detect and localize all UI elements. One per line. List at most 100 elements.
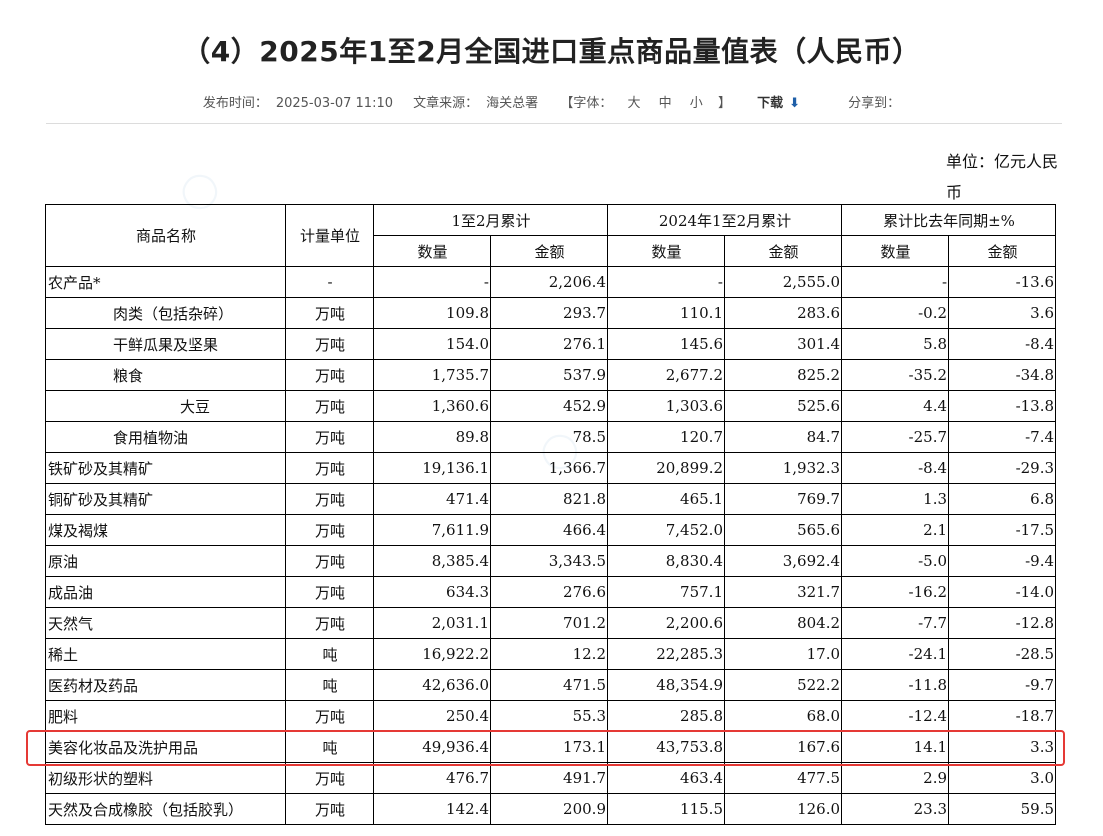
cell-name: 大豆 bbox=[45, 390, 286, 422]
cell-qty-prev: 48,354.9 bbox=[607, 669, 725, 701]
cell-unit: 万吨 bbox=[285, 576, 374, 608]
download-label: 下载 bbox=[757, 96, 784, 111]
cell-amt-change: -13.8 bbox=[948, 390, 1057, 422]
cell-name: 干鲜瓜果及坚果 bbox=[45, 328, 286, 360]
cell-name: 肥料 bbox=[45, 700, 286, 732]
cell-qty-change: -11.8 bbox=[841, 669, 950, 701]
cell-name: 煤及褐煤 bbox=[45, 514, 286, 546]
cell-unit: 吨 bbox=[285, 638, 374, 670]
cell-amt-change: -17.5 bbox=[948, 514, 1057, 546]
header-qty-change: 数量 bbox=[841, 235, 950, 267]
cell-qty-change: -5.0 bbox=[841, 545, 950, 577]
header-unit: 计量单位 bbox=[285, 204, 374, 267]
header-qty-prev: 数量 bbox=[607, 235, 725, 267]
download-icon: ⬇ bbox=[789, 96, 801, 111]
cell-qty-change: -16.2 bbox=[841, 576, 950, 608]
cell-qty-cur: 109.8 bbox=[373, 297, 491, 329]
cell-qty-prev: 2,677.2 bbox=[607, 359, 725, 391]
cell-qty-prev: 20,899.2 bbox=[607, 452, 725, 484]
cell-qty-prev: 463.4 bbox=[607, 762, 725, 794]
cell-unit: 万吨 bbox=[285, 514, 374, 546]
table-row: 肉类（包括杂碎） 万吨 109.8 293.7 110.1 283.6 -0.2 3.6 bbox=[45, 297, 1057, 329]
cell-amt-cur: 491.7 bbox=[490, 762, 608, 794]
cell-qty-prev: - bbox=[607, 266, 725, 298]
cell-qty-prev: 757.1 bbox=[607, 576, 725, 608]
table-row: 干鲜瓜果及坚果 万吨 154.0 276.1 145.6 301.4 5.8 -8.4 bbox=[45, 328, 1057, 360]
cell-amt-prev: 769.7 bbox=[723, 483, 843, 515]
table-row: 初级形状的塑料 万吨 476.7 491.7 463.4 477.5 2.9 3.0 bbox=[45, 762, 1057, 794]
cell-amt-cur: 701.2 bbox=[490, 607, 608, 639]
cell-qty-change: 1.3 bbox=[841, 483, 950, 515]
cell-amt-prev: 68.0 bbox=[723, 700, 843, 732]
cell-amt-cur: 452.9 bbox=[490, 390, 608, 422]
cell-amt-prev: 565.6 bbox=[723, 514, 843, 546]
font-size-open: 【字体： bbox=[560, 96, 613, 111]
cell-amt-change: 3.3 bbox=[948, 731, 1057, 763]
cell-amt-prev: 3,692.4 bbox=[723, 545, 843, 577]
cell-qty-change: 4.4 bbox=[841, 390, 950, 422]
cell-amt-prev: 1,932.3 bbox=[723, 452, 843, 484]
font-size-large-button[interactable]: 大 bbox=[627, 96, 641, 111]
table-body: 农产品* - -2,206.4-2,555.0- -13.6 肉类（包括杂碎） 万吨 109… bbox=[45, 266, 1057, 825]
cell-qty-cur: 49,936.4 bbox=[373, 731, 491, 763]
cell-amt-cur: 55.3 bbox=[490, 700, 608, 732]
cell-amt-prev: 2,555.0 bbox=[723, 266, 843, 298]
unit-label: 单位：亿元人民币 bbox=[946, 152, 1059, 202]
font-size-close: 】 bbox=[717, 96, 731, 111]
cell-name: 美容化妆品及洗护用品 bbox=[45, 731, 286, 763]
table-row: 农产品* - -2,206.4-2,555.0- -13.6 bbox=[45, 266, 1057, 298]
font-size-small-button[interactable]: 小 bbox=[689, 96, 703, 111]
table-row: 天然及合成橡胶（包括胶乳） 万吨 142.4 200.9 115.5 126.0 23.3 5… bbox=[45, 793, 1057, 825]
cell-amt-cur: 293.7 bbox=[490, 297, 608, 329]
cell-unit: 万吨 bbox=[285, 421, 374, 453]
cell-name: 初级形状的塑料 bbox=[45, 762, 286, 794]
cell-qty-prev: 120.7 bbox=[607, 421, 725, 453]
header-change: 累计比去年同期±% bbox=[841, 204, 1057, 236]
table-row: 成品油 万吨 634.3 276.6 757.1 321.7 -16.2 -14.0 bbox=[45, 576, 1057, 608]
table-row: 铜矿砂及其精矿 万吨 471.4 821.8 465.1 769.7 1.3 6.8 bbox=[45, 483, 1057, 515]
cell-name: 农产品* bbox=[45, 266, 286, 298]
cell-qty-cur: 142.4 bbox=[373, 793, 491, 825]
cell-amt-change: -12.8 bbox=[948, 607, 1057, 639]
article-meta: 发布时间： 2025-03-07 11:10 文章来源： 海关总署 【字体： 大 中… bbox=[0, 92, 1103, 111]
cell-name: 粮食 bbox=[45, 359, 286, 391]
cell-qty-cur: 8,385.4 bbox=[373, 545, 491, 577]
cell-amt-prev: 525.6 bbox=[723, 390, 843, 422]
table-row: 稀土吨 16,922.2 12.2 22,285.3 17.0 -24.1 -28.5 bbox=[45, 638, 1057, 670]
cell-amt-cur: 276.6 bbox=[490, 576, 608, 608]
cell-amt-change: 3.6 bbox=[948, 297, 1057, 329]
cell-qty-cur: 7,611.9 bbox=[373, 514, 491, 546]
cell-amt-prev: 126.0 bbox=[723, 793, 843, 825]
cell-qty-change: 2.9 bbox=[841, 762, 950, 794]
cell-amt-cur: 537.9 bbox=[490, 359, 608, 391]
font-size-medium-button[interactable]: 中 bbox=[658, 96, 672, 111]
cell-name: 食用植物油 bbox=[45, 421, 286, 453]
cell-amt-change: -14.0 bbox=[948, 576, 1057, 608]
cell-amt-change: -9.7 bbox=[948, 669, 1057, 701]
cell-qty-cur: 19,136.1 bbox=[373, 452, 491, 484]
cell-name: 铁矿砂及其精矿 bbox=[45, 452, 286, 484]
cell-unit: 吨 bbox=[285, 669, 374, 701]
cell-name: 稀土 bbox=[45, 638, 286, 670]
cell-amt-cur: 821.8 bbox=[490, 483, 608, 515]
cell-amt-prev: 84.7 bbox=[723, 421, 843, 453]
cell-amt-change: -13.6 bbox=[948, 266, 1057, 298]
download-button[interactable]: 下载 ⬇ bbox=[753, 96, 804, 111]
cell-amt-cur: 1,366.7 bbox=[490, 452, 608, 484]
cell-name: 原油 bbox=[45, 545, 286, 577]
table-row: 粮食 万吨 1,735.7 537.9 2,677.2 825.2 -35.2 -34.8 bbox=[45, 359, 1057, 391]
share-label: 分享到： bbox=[848, 96, 901, 111]
cell-qty-cur: - bbox=[373, 266, 491, 298]
cell-qty-change: -24.1 bbox=[841, 638, 950, 670]
source-label: 文章来源： bbox=[413, 96, 479, 111]
cell-amt-cur: 173.1 bbox=[490, 731, 608, 763]
header-prev-period: 2024年1至2月累计 bbox=[606, 204, 843, 236]
header-divider bbox=[46, 123, 1062, 124]
table-row: 大豆 万吨 1,360.6 452.9 1,303.6 525.6 4.4 -13.8 bbox=[45, 390, 1057, 422]
cell-amt-cur: 276.1 bbox=[490, 328, 608, 360]
cell-qty-change: 2.1 bbox=[841, 514, 950, 546]
cell-qty-change: -25.7 bbox=[841, 421, 950, 453]
cell-qty-cur: 1,735.7 bbox=[373, 359, 491, 391]
publish-label: 发布时间： bbox=[202, 96, 268, 111]
cell-amt-change: -8.4 bbox=[948, 328, 1057, 360]
